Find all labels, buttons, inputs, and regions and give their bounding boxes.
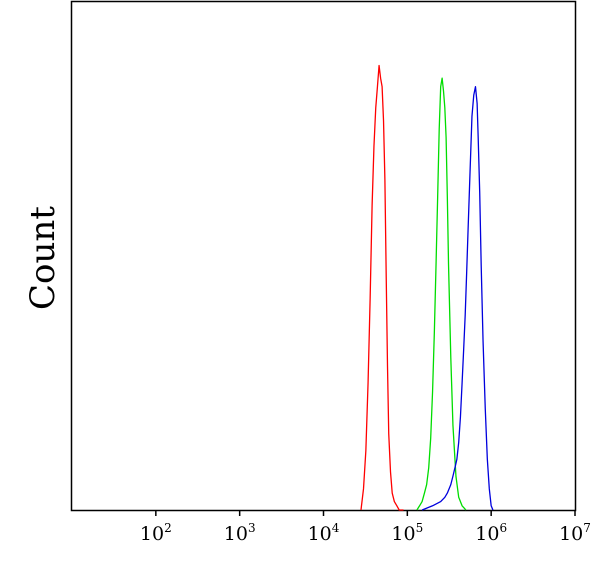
x-tick-label: 106 <box>475 521 507 545</box>
x-tick-layer: 102 103 104 105 106 107 <box>140 510 591 545</box>
x-tick-label: 105 <box>391 521 423 545</box>
x-tick-label: 102 <box>140 521 172 545</box>
histogram-series-3 <box>421 86 494 511</box>
histogram-series-2 <box>416 77 467 511</box>
x-tick-label: 104 <box>308 521 340 545</box>
x-tick-label: 107 <box>559 521 591 545</box>
y-axis-label: Count <box>23 206 63 310</box>
series-layer <box>360 64 494 511</box>
x-tick-label: 103 <box>224 521 256 545</box>
histogram-series-1 <box>360 64 404 511</box>
plot-frame <box>70 0 577 512</box>
